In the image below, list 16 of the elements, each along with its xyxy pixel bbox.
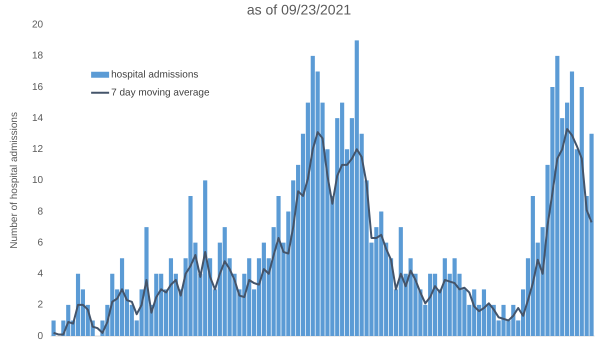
- y-tick-label: 10: [32, 175, 44, 186]
- legend-label: hospital admissions: [111, 70, 198, 81]
- y-tick-label: 2: [38, 300, 44, 311]
- legend-label: 7 day moving average: [111, 88, 210, 99]
- y-tick-label: 4: [38, 268, 44, 280]
- y-tick-label: 8: [38, 206, 44, 218]
- y-tick-label: 16: [32, 82, 44, 93]
- y-tick-label: 20: [32, 20, 44, 31]
- bar: [51, 320, 56, 336]
- y-axis-title: Number of hospital admissions: [8, 112, 20, 249]
- y-tick-label: 12: [32, 144, 44, 156]
- y-tick-label: 18: [32, 50, 44, 62]
- y-tick-label: 14: [32, 112, 44, 124]
- chart-title: as of 09/23/2021: [246, 1, 352, 18]
- y-tick-label: 6: [38, 237, 44, 248]
- y-tick-label: 0: [38, 330, 44, 342]
